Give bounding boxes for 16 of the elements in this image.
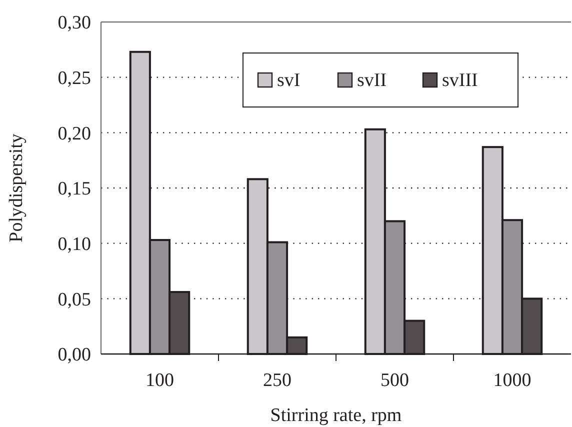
y-tick-label: 0,20 bbox=[58, 123, 91, 144]
x-axis-title: Stirring rate, rpm bbox=[270, 405, 402, 426]
x-tick-label: 1000 bbox=[493, 370, 532, 391]
y-tick-label: 0,00 bbox=[58, 344, 91, 366]
y-tick-label: 0,05 bbox=[58, 289, 91, 310]
legend-label: svIII bbox=[442, 70, 478, 91]
y-tick-label: 0,25 bbox=[58, 68, 91, 89]
y-tick-label: 0,30 bbox=[58, 12, 91, 34]
y-tick-label: 0,10 bbox=[58, 234, 91, 255]
legend-label: svII bbox=[357, 70, 387, 91]
legend-label: svI bbox=[277, 70, 300, 91]
x-tick-label: 500 bbox=[380, 370, 409, 391]
x-tick-label: 100 bbox=[146, 370, 174, 391]
y-axis-title: Polydispersity bbox=[6, 133, 27, 242]
y-tick-label: 0,15 bbox=[58, 178, 91, 200]
x-tick-label: 250 bbox=[263, 370, 292, 391]
